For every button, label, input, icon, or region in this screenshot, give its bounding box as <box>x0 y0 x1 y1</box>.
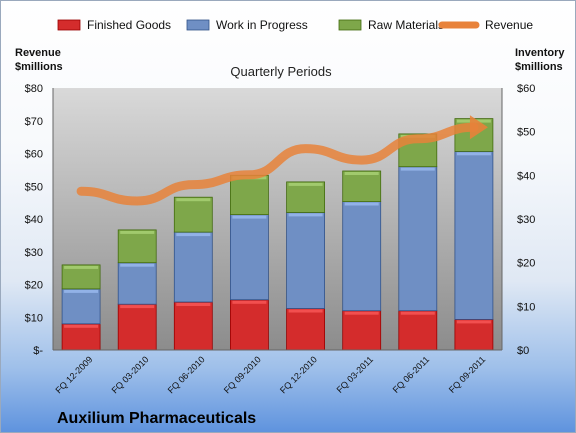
legend-label-revenue: Revenue <box>485 18 533 32</box>
bar-highlight-work-in-progress-fq-03-2010 <box>120 263 155 267</box>
legend-swatch-finished-goods <box>57 19 81 31</box>
right-tick-label: $30 <box>517 214 535 226</box>
bar-work-in-progress-fq-12-2010 <box>286 211 326 309</box>
bar-highlight-raw-materials-fq-12-2009 <box>64 265 99 269</box>
bar-highlight-finished-goods-fq-09-2011 <box>456 320 491 324</box>
bar-raw-materials-fq-03-2011 <box>342 170 382 203</box>
bar-work-in-progress-fq-06-2010 <box>173 231 213 303</box>
legend-label-work-in-progress: Work in Progress <box>216 18 308 32</box>
bar-work-in-progress-fq-12-2009 <box>61 288 101 325</box>
right-tick-label: $10 <box>517 301 535 313</box>
legend-swatch-work-in-progress <box>186 19 210 31</box>
category-label: FQ 06-2011 <box>391 354 432 395</box>
category-label: FQ 12-2010 <box>278 354 319 395</box>
line-arrowhead-revenue <box>469 115 488 140</box>
bar-raw-materials-fq-03-2010 <box>117 229 157 264</box>
bar-raw-materials-fq-06-2010 <box>173 196 213 233</box>
bar-highlight-finished-goods-fq-06-2011 <box>400 311 435 315</box>
left-tick-label: $- <box>33 345 43 357</box>
category-label: FQ 12-2009 <box>53 354 94 395</box>
left-axis-title-line2: $millions <box>15 61 63 73</box>
bar-highlight-work-in-progress-fq-09-2011 <box>456 152 491 156</box>
bar-finished-goods-fq-09-2011 <box>454 318 494 351</box>
left-tick-label: $50 <box>25 181 43 193</box>
bar-highlight-finished-goods-fq-12-2010 <box>288 309 323 313</box>
revenue-line-group <box>76 115 488 206</box>
bar-highlight-work-in-progress-fq-06-2010 <box>176 233 211 237</box>
right-axis-title-line2: $millions <box>515 61 563 73</box>
left-tick-label: $20 <box>25 280 43 292</box>
line-revenue <box>76 122 479 206</box>
bar-raw-materials-fq-12-2010 <box>286 181 326 213</box>
bar-finished-goods-fq-12-2009 <box>61 323 101 351</box>
category-label: FQ 03-2011 <box>335 354 376 395</box>
bar-finished-goods-fq-12-2010 <box>286 308 326 351</box>
legend: Finished Goods Work in Progress Raw Materi… <box>57 18 533 32</box>
category-label: FQ 09-2010 <box>222 354 263 395</box>
bar-work-in-progress-fq-09-2010 <box>229 214 269 301</box>
category-label: FQ 06-2010 <box>166 354 207 395</box>
bar-highlight-finished-goods-fq-03-2011 <box>344 311 379 315</box>
left-tick-label: $70 <box>25 116 43 128</box>
legend-label-raw-materials: Raw Materials <box>368 18 444 32</box>
bar-work-in-progress-fq-03-2010 <box>117 262 157 305</box>
bar-highlight-finished-goods-fq-06-2010 <box>176 303 211 306</box>
left-tick-label: $80 <box>25 83 43 95</box>
bar-highlight-work-in-progress-fq-09-2010 <box>232 215 267 219</box>
bar-highlight-finished-goods-fq-09-2010 <box>232 300 267 304</box>
bar-highlight-raw-materials-fq-06-2010 <box>176 198 211 202</box>
bar-work-in-progress-fq-09-2011 <box>454 150 494 320</box>
right-tick-label: $0 <box>517 345 529 357</box>
right-axis-title-line1: Inventory <box>515 47 565 59</box>
category-label: FQ 03-2010 <box>110 354 151 395</box>
bar-work-in-progress-fq-03-2011 <box>342 201 382 312</box>
company-name: Auxilium Pharmaceuticals <box>57 410 256 427</box>
bar-highlight-work-in-progress-fq-12-2009 <box>64 289 99 293</box>
bar-finished-goods-fq-06-2010 <box>173 301 213 351</box>
left-axis-title-line1: Revenue <box>15 47 61 59</box>
left-tick-label: $30 <box>25 247 43 259</box>
category-label: FQ 09-2011 <box>447 354 488 395</box>
right-tick-label: $60 <box>517 83 535 95</box>
bar-work-in-progress-fq-06-2011 <box>398 166 438 312</box>
legend-label-finished-goods: Finished Goods <box>87 18 171 32</box>
bar-highlight-work-in-progress-fq-12-2010 <box>288 213 323 217</box>
bars-group <box>61 118 494 351</box>
right-tick-label: $20 <box>517 258 535 270</box>
left-tick-label: $60 <box>25 149 43 161</box>
bar-highlight-finished-goods-fq-03-2010 <box>120 305 155 309</box>
legend-swatch-raw-materials <box>338 19 362 31</box>
bar-highlight-work-in-progress-fq-06-2011 <box>400 167 435 171</box>
bar-finished-goods-fq-06-2011 <box>398 310 438 351</box>
right-tick-label: $50 <box>517 127 535 139</box>
bar-highlight-raw-materials-fq-03-2011 <box>344 172 379 175</box>
left-tick-label: $40 <box>25 214 43 226</box>
bar-finished-goods-fq-09-2010 <box>229 299 269 351</box>
bar-highlight-raw-materials-fq-03-2010 <box>120 230 155 234</box>
bar-highlight-work-in-progress-fq-03-2011 <box>344 202 379 206</box>
bar-finished-goods-fq-03-2010 <box>117 303 157 351</box>
left-tick-label: $10 <box>25 312 43 324</box>
bar-finished-goods-fq-03-2011 <box>342 310 382 351</box>
right-tick-label: $40 <box>517 170 535 182</box>
bar-highlight-finished-goods-fq-12-2009 <box>64 324 99 328</box>
chart-title: Quarterly Periods <box>230 64 332 79</box>
bar-highlight-raw-materials-fq-12-2010 <box>288 182 323 186</box>
bar-raw-materials-fq-09-2010 <box>229 174 269 216</box>
